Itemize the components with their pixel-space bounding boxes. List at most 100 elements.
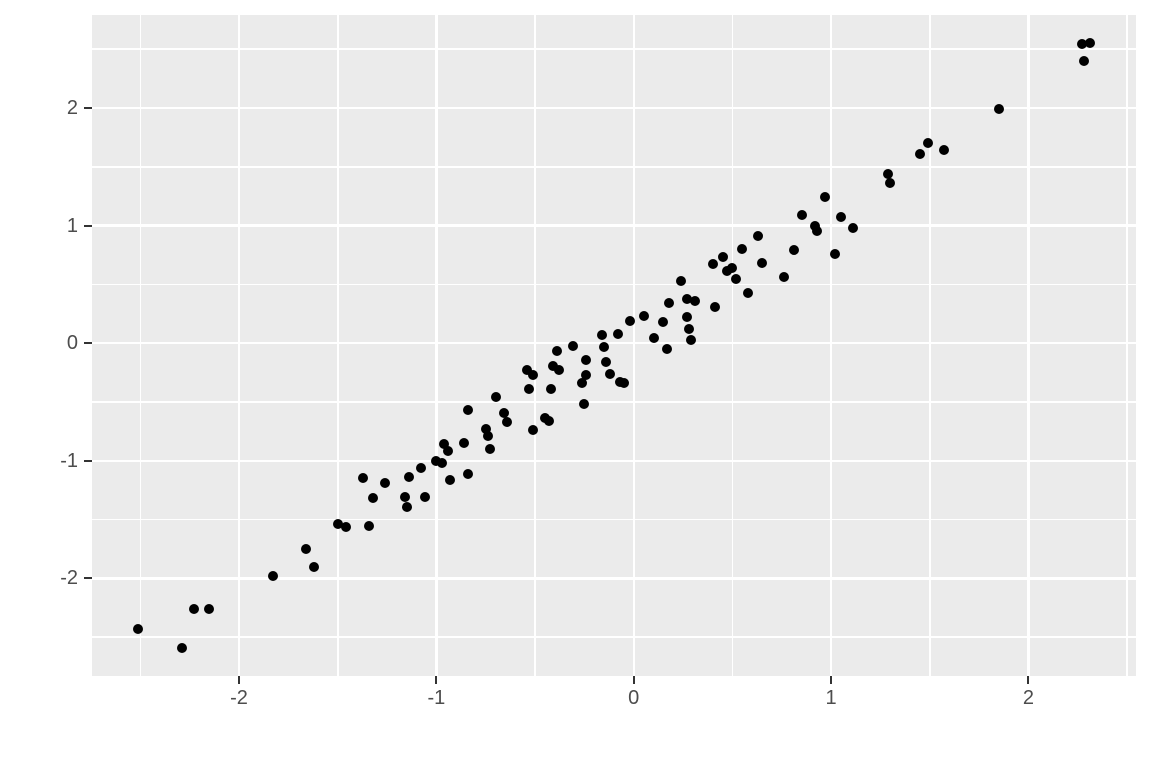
gridline-minor-y — [92, 166, 1136, 168]
y-tick-mark — [84, 106, 92, 109]
data-point — [567, 340, 578, 351]
x-tick-label: 2 — [1022, 687, 1034, 709]
data-point — [812, 226, 823, 237]
gridline-minor-x — [337, 15, 339, 676]
data-point — [524, 384, 535, 394]
data-point — [624, 315, 635, 326]
data-point — [332, 519, 343, 530]
y-tick-mark — [84, 224, 92, 227]
data-point — [727, 262, 738, 273]
data-point — [301, 544, 312, 554]
data-point — [358, 473, 369, 484]
data-point — [459, 438, 469, 449]
y-tick-mark — [84, 577, 92, 580]
data-point — [133, 624, 144, 634]
gridline-major-y — [92, 459, 1136, 462]
data-point — [581, 369, 592, 380]
data-point — [810, 220, 821, 231]
data-point — [415, 462, 426, 473]
data-point — [830, 248, 840, 259]
data-point — [938, 145, 949, 156]
data-point — [648, 333, 659, 344]
data-point — [490, 392, 501, 403]
gridline-major-y — [92, 106, 1136, 110]
data-point — [364, 520, 375, 531]
data-point — [820, 192, 831, 203]
gridline-minor-x — [1126, 15, 1128, 676]
y-tick-mark — [84, 459, 92, 462]
gridline-minor-x — [139, 15, 142, 676]
data-point — [340, 521, 351, 532]
data-point — [577, 378, 588, 389]
data-point — [437, 458, 448, 469]
data-point — [717, 252, 728, 263]
data-point — [662, 344, 673, 354]
gridline-minor-y — [92, 48, 1136, 50]
data-point — [543, 415, 554, 426]
data-point — [885, 178, 896, 189]
data-point — [443, 446, 454, 457]
data-point — [482, 431, 493, 442]
data-point — [368, 493, 379, 504]
y-tick-label: -2 — [60, 567, 78, 590]
data-point — [399, 492, 410, 503]
data-point — [267, 571, 278, 581]
x-tick-mark — [238, 676, 240, 684]
data-point — [788, 245, 799, 256]
data-point — [439, 439, 450, 450]
data-point — [498, 407, 509, 418]
gridline-minor-x — [534, 15, 536, 676]
y-tick-label: -1 — [60, 449, 78, 472]
data-point — [204, 604, 215, 614]
data-point — [993, 104, 1004, 115]
data-point — [547, 360, 558, 371]
gridline-major-x — [1027, 15, 1030, 676]
x-tick-mark — [1027, 676, 1030, 684]
data-point — [682, 293, 692, 304]
x-tick-label: 1 — [825, 687, 837, 709]
x-tick-mark — [830, 676, 833, 684]
gridline-major-x — [632, 15, 635, 676]
data-point — [682, 312, 692, 323]
data-point — [463, 468, 473, 479]
data-point — [480, 424, 491, 434]
data-point — [778, 272, 789, 283]
data-point — [599, 341, 610, 352]
data-point — [638, 311, 649, 322]
y-tick-label: 2 — [66, 96, 78, 119]
gridline-major-x — [829, 15, 833, 676]
data-point — [380, 478, 391, 489]
data-point — [528, 369, 539, 380]
x-tick-mark — [632, 676, 635, 684]
data-point — [737, 244, 748, 255]
data-point — [553, 365, 564, 376]
data-point — [528, 425, 539, 436]
data-point — [709, 301, 720, 312]
data-point — [1078, 55, 1089, 66]
data-point — [684, 324, 694, 334]
data-point — [401, 501, 412, 512]
data-point — [618, 378, 629, 389]
data-point — [445, 474, 456, 485]
data-point — [757, 258, 767, 269]
data-point — [605, 368, 616, 379]
data-point — [545, 384, 556, 394]
data-point — [689, 295, 700, 306]
gridline-major-x — [237, 15, 241, 676]
data-point — [753, 231, 764, 242]
gridline-minor-y — [92, 283, 1136, 286]
gridline-minor-y — [92, 401, 1136, 403]
gridline-minor-y — [92, 636, 1136, 638]
data-point — [188, 604, 199, 614]
data-point — [1076, 39, 1087, 50]
data-point — [597, 329, 608, 340]
data-point — [1084, 38, 1095, 49]
x-tick-label: -2 — [230, 687, 248, 709]
y-tick-label: 1 — [66, 214, 78, 237]
data-point — [551, 346, 562, 357]
data-point — [922, 138, 933, 149]
x-tick-mark — [435, 676, 438, 684]
gridline-major-x — [435, 15, 438, 676]
gridline-major-y — [92, 224, 1136, 227]
